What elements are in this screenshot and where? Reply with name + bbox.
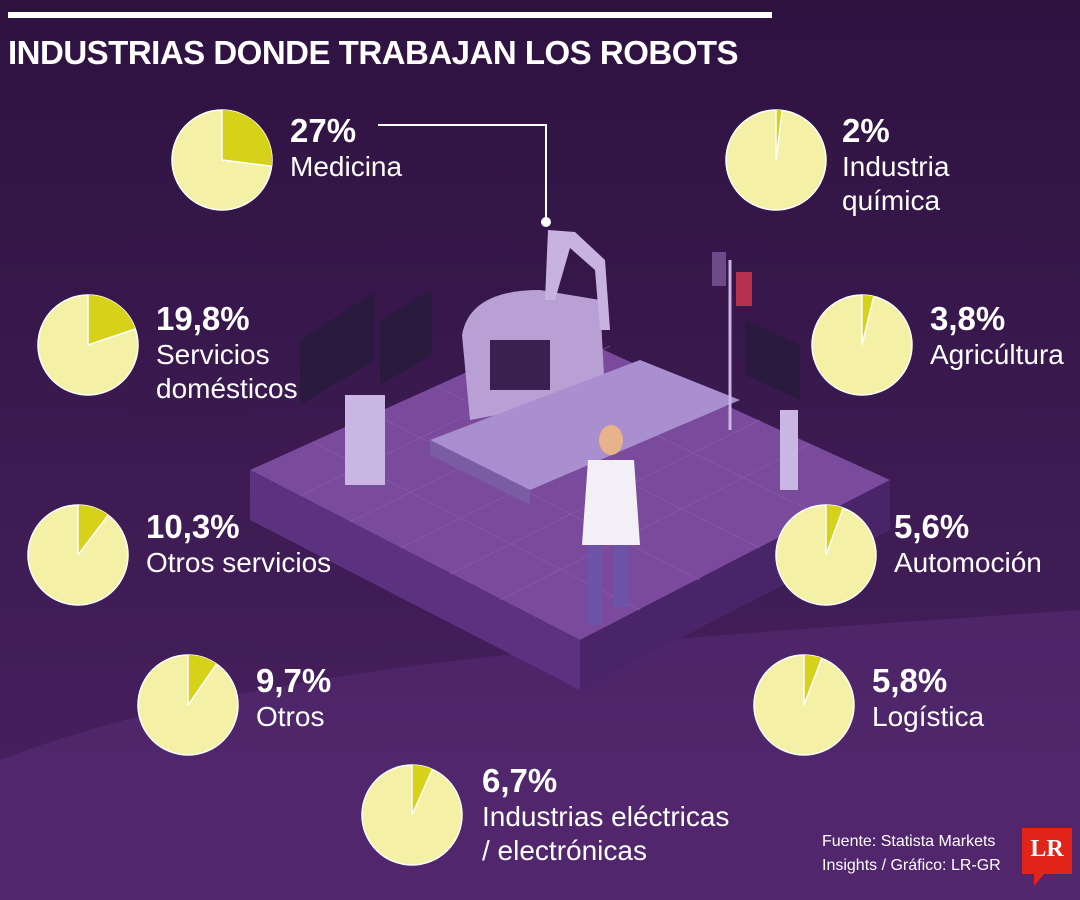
pie-value-label: 6,7% bbox=[482, 762, 558, 799]
pie-value-label: 5,8% bbox=[872, 662, 948, 699]
pie-category-label: Otros servicios bbox=[146, 547, 332, 578]
pie-value-label: 2% bbox=[842, 112, 890, 149]
pie-value-label: 27% bbox=[290, 112, 357, 149]
pie-value-label: 10,3% bbox=[146, 508, 240, 545]
pie-category-label: Industrias eléctricas / electrónicas bbox=[482, 801, 730, 866]
pie-category-label: Industria química bbox=[842, 151, 950, 216]
chart-title: INDUSTRIAS DONDE TRABAJAN LOS ROBOTS bbox=[8, 34, 739, 71]
pie-category-label: Servicios domésticos bbox=[156, 339, 298, 404]
pie-category-label: Automoción bbox=[894, 547, 1042, 578]
pie-category-label: Agricúltura bbox=[930, 339, 1064, 370]
pie-category-label: Medicina bbox=[290, 151, 403, 182]
title-rule bbox=[8, 12, 772, 18]
lr-logo bbox=[1022, 828, 1072, 886]
source-note: Fuente: Statista Markets Insights / Gráf… bbox=[822, 833, 1001, 874]
pie-value-label: 5,6% bbox=[894, 508, 970, 545]
pie-value-label: 19,8% bbox=[156, 300, 250, 337]
pie-value-label: 9,7% bbox=[256, 662, 332, 699]
pie-category-label: Logística bbox=[872, 701, 985, 732]
pie-category-label: Otros bbox=[256, 701, 325, 732]
logo-text: LR bbox=[1030, 836, 1064, 862]
pie-value-label: 3,8% bbox=[930, 300, 1006, 337]
